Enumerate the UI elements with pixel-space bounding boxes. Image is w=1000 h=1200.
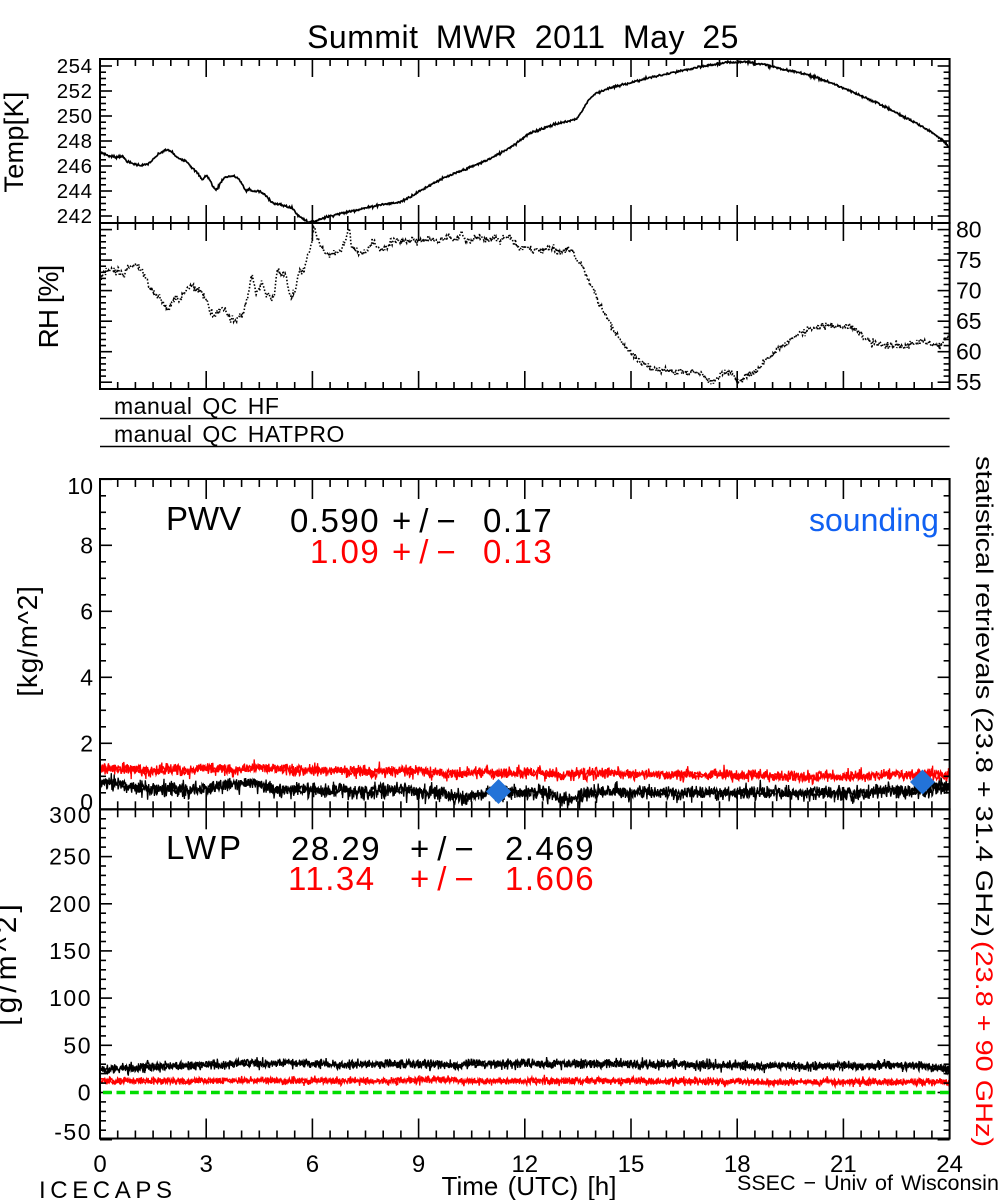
svg-text:4: 4 — [80, 664, 93, 690]
svg-text:75: 75 — [956, 247, 982, 273]
svg-text:[g/m^2]: [g/m^2] — [0, 900, 23, 1025]
svg-text:242: 242 — [57, 205, 93, 228]
svg-text:+/−: +/− — [410, 860, 482, 897]
svg-text:150: 150 — [49, 938, 92, 964]
svg-text:+/−: +/− — [392, 533, 464, 570]
svg-text:2.469: 2.469 — [505, 830, 595, 867]
svg-text:10: 10 — [67, 473, 93, 499]
svg-text:18: 18 — [724, 1151, 751, 1178]
svg-text:0.17: 0.17 — [483, 502, 553, 539]
svg-text:0: 0 — [78, 1080, 92, 1106]
svg-text:250: 250 — [49, 844, 92, 870]
svg-text:254: 254 — [57, 55, 93, 78]
svg-text:6: 6 — [306, 1151, 319, 1178]
svg-text:24: 24 — [936, 1151, 963, 1178]
svg-text:300: 300 — [49, 802, 92, 828]
svg-text:248: 248 — [57, 130, 93, 153]
svg-text:manual QC HATPRO: manual QC HATPRO — [114, 421, 345, 447]
svg-text:8: 8 — [80, 532, 93, 558]
svg-text:60: 60 — [956, 339, 982, 365]
svg-text:Time (UTC) [h]: Time (UTC) [h] — [442, 1171, 617, 1200]
svg-text:(23.8 + 90 GHz): (23.8 + 90 GHz) — [970, 941, 997, 1147]
svg-text:PWV: PWV — [166, 500, 241, 537]
svg-text:55: 55 — [956, 369, 982, 395]
svg-text:0.13: 0.13 — [483, 533, 553, 570]
svg-text:1.606: 1.606 — [505, 860, 595, 897]
svg-text:21: 21 — [830, 1151, 857, 1178]
svg-text:65: 65 — [956, 308, 982, 334]
svg-text:9: 9 — [412, 1151, 425, 1178]
svg-text:250: 250 — [57, 105, 93, 128]
svg-text:50: 50 — [63, 1032, 92, 1058]
svg-text:2: 2 — [80, 730, 93, 756]
svg-text:+/−: +/− — [410, 830, 482, 867]
svg-text:15: 15 — [618, 1151, 645, 1178]
svg-text:SSEC − Univ of Wisconsin: SSEC − Univ of Wisconsin — [737, 1171, 999, 1195]
svg-text:Temp[K]: Temp[K] — [0, 91, 29, 192]
svg-text:statistical retrievals (23.8 +: statistical retrievals (23.8 + 31.4 GHz) — [970, 456, 997, 937]
svg-text:[kg/m^2]: [kg/m^2] — [12, 585, 43, 696]
svg-text:12: 12 — [511, 1151, 538, 1178]
svg-text:100: 100 — [49, 985, 92, 1011]
svg-text:80: 80 — [956, 217, 982, 243]
svg-text:0: 0 — [93, 1151, 106, 1178]
svg-text:1.09: 1.09 — [310, 533, 380, 570]
svg-text:246: 246 — [57, 155, 93, 178]
svg-text:0.590: 0.590 — [290, 502, 380, 539]
svg-text:+/−: +/− — [392, 502, 464, 539]
svg-text:-50: -50 — [54, 1119, 92, 1145]
svg-text:RH [%]: RH [%] — [33, 266, 64, 349]
svg-text:Summit MWR 2011 May 25: Summit MWR 2011 May 25 — [307, 19, 739, 55]
svg-text:6: 6 — [80, 598, 93, 624]
svg-text:ICECAPS: ICECAPS — [39, 1177, 177, 1200]
svg-text:70: 70 — [956, 278, 982, 304]
svg-text:11.34: 11.34 — [288, 860, 376, 897]
svg-text:manual QC HF: manual QC HF — [114, 393, 279, 419]
svg-text:252: 252 — [57, 80, 93, 103]
svg-text:0: 0 — [80, 789, 93, 815]
svg-text:LWP: LWP — [166, 829, 244, 866]
svg-text:244: 244 — [57, 180, 93, 203]
svg-text:200: 200 — [49, 891, 92, 917]
svg-text:sounding: sounding — [809, 502, 939, 538]
svg-text:28.29: 28.29 — [291, 830, 381, 867]
svg-text:3: 3 — [200, 1151, 213, 1178]
